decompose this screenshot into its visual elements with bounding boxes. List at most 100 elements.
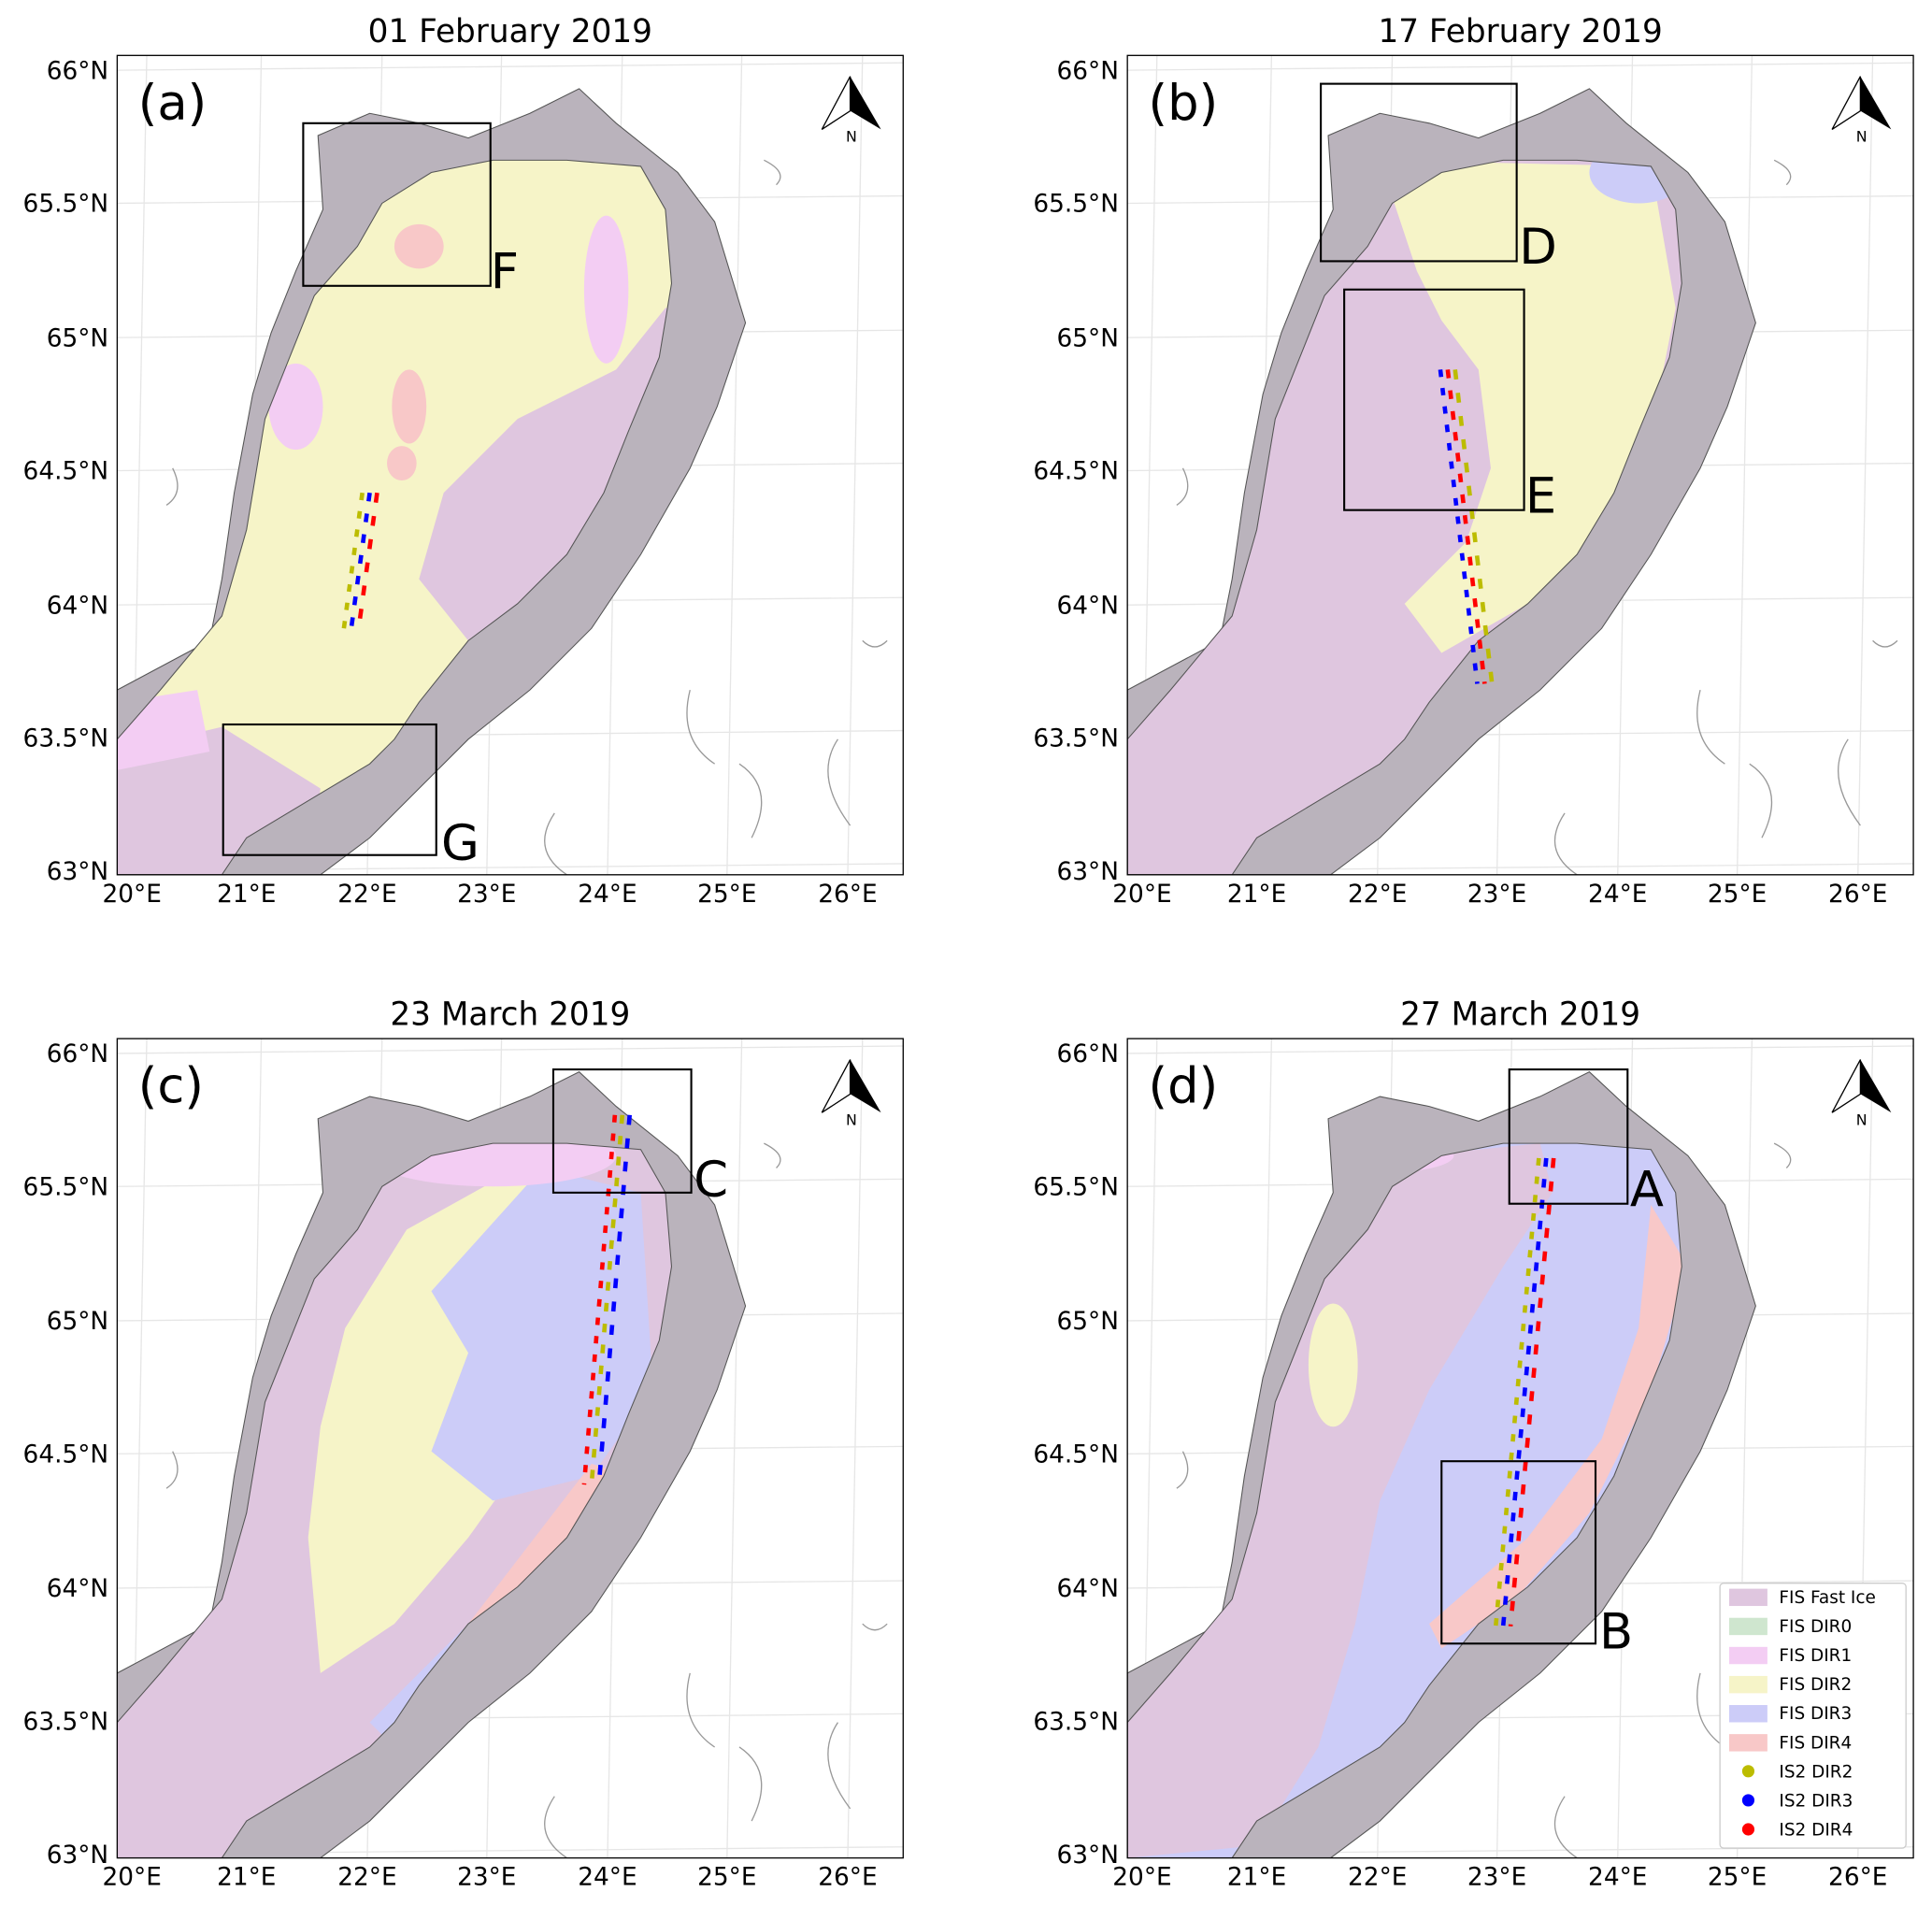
is2-track: [341, 492, 365, 629]
zoom-box: [302, 122, 492, 287]
lat-tick-label: 66°N: [1056, 57, 1118, 85]
coast-outline: [117, 159, 673, 875]
zoom-box-label: F: [491, 243, 519, 300]
lat-tick-label: 65°N: [1056, 324, 1118, 352]
legend-label: FIS DIR4: [1779, 1733, 1852, 1753]
legend-marker: [1741, 1765, 1755, 1778]
lon-tick-label: 26°E: [1828, 1864, 1887, 1892]
lon-tick-label: 21°E: [1227, 881, 1286, 909]
lon-tick-label: 23°E: [457, 881, 516, 909]
is2-track: [1500, 1157, 1549, 1627]
is2-track: [596, 1114, 632, 1485]
ice-classes: [308, 1143, 653, 1747]
graticule: [1857, 55, 1874, 875]
lat-tick-label: 65.5°N: [23, 191, 109, 219]
legend-label: FIS DIR1: [1779, 1646, 1852, 1666]
lat-tick-label: 63°N: [1056, 1842, 1118, 1870]
legend: FIS Fast Ice FIS DIR0 FIS DIR1 FIS DIR2 FIS …: [1719, 1583, 1907, 1849]
zoom-box: [1320, 82, 1518, 263]
ice-class-area: [387, 446, 417, 481]
lon-tick-label: 20°E: [1112, 881, 1171, 909]
coastline: [165, 159, 888, 875]
legend-swatch: [1729, 1675, 1767, 1694]
legend-label: IS2 DIR2: [1779, 1762, 1853, 1782]
legend-swatch: [1729, 1646, 1767, 1665]
is2-track: [1508, 1157, 1556, 1627]
lon-tick-label: 21°E: [217, 1864, 276, 1892]
zoom-box-label: G: [441, 815, 479, 872]
lat-tick-label: 66°N: [47, 1040, 108, 1068]
graticule: [726, 55, 743, 875]
map-panel: 66°N 65.5°N 65°N 64.5°N 64°N 63.5°N 63°N20°E 21…: [23, 13, 904, 909]
graticule: [117, 62, 904, 71]
coastline: [1176, 159, 1898, 875]
map-area: [117, 55, 904, 875]
legend-swatch: [1729, 1705, 1767, 1723]
lon-tick-label: 22°E: [337, 1864, 396, 1892]
map-panel: 66°N 65.5°N 65°N 64.5°N 64°N 63.5°N 63°N20°E 21…: [23, 996, 904, 1892]
lat-tick-label: 63°N: [47, 1842, 108, 1870]
plot-frame: [116, 1038, 904, 1859]
panel-title: 27 March 2019: [1400, 996, 1640, 1034]
panel-title: 23 March 2019: [390, 996, 630, 1034]
legend-marker: [1741, 1794, 1755, 1807]
coast-outline: [1127, 159, 1682, 875]
plot-frame: [1126, 54, 1914, 876]
plot-frame: [116, 54, 904, 876]
lon-tick-label: 23°E: [1467, 1864, 1526, 1892]
zoom-box-label: A: [1630, 1161, 1664, 1218]
coast-outline: [1127, 1142, 1682, 1858]
legend-label: IS2 DIR4: [1779, 1821, 1853, 1841]
ice-class-area: [431, 1168, 653, 1501]
north-label: N: [1856, 128, 1868, 146]
map-area: [1127, 55, 1914, 875]
lat-tick-label: 65°N: [47, 324, 108, 352]
coastline: [165, 1142, 888, 1858]
lon-tick-label: 26°E: [1828, 881, 1887, 909]
lon-tick-label: 24°E: [1588, 881, 1647, 909]
lon-tick-label: 26°E: [818, 881, 877, 909]
zoom-box: [1508, 1068, 1629, 1205]
legend-label: IS2 DIR3: [1779, 1792, 1853, 1812]
ice-class-area: [369, 1143, 617, 1187]
lat-tick-label: 64.5°N: [23, 1441, 109, 1469]
graticule: [847, 55, 864, 875]
lon-tick-label: 21°E: [217, 881, 276, 909]
legend-marker: [1741, 1823, 1755, 1836]
lat-tick-label: 63.5°N: [23, 1709, 109, 1737]
panel-title: 17 February 2019: [1378, 13, 1662, 50]
legend-swatch: [1729, 1617, 1767, 1636]
lat-tick-label: 64.5°N: [1033, 1441, 1119, 1469]
is2-track: [1438, 369, 1480, 684]
ice-class-area: [1429, 1205, 1682, 1649]
lat-tick-label: 63°N: [47, 858, 108, 886]
ice-class-area: [394, 223, 444, 269]
lat-tick-label: 64.5°N: [23, 458, 109, 486]
lat-tick-label: 64°N: [1056, 1575, 1118, 1603]
lat-tick-label: 64°N: [1056, 592, 1118, 620]
lon-tick-label: 22°E: [337, 881, 396, 909]
panel-title: 01 February 2019: [368, 13, 652, 50]
graticule: [117, 1045, 904, 1054]
zoom-box: [1440, 1460, 1597, 1645]
map-area: [117, 1039, 904, 1858]
lon-tick-label: 25°E: [1708, 1864, 1767, 1892]
lat-tick-label: 63°N: [1056, 858, 1118, 886]
map-panel: 66°N 65.5°N 65°N 64.5°N 64°N 63.5°N 63°N20°E 21…: [1033, 13, 1914, 909]
plot-frame: [1126, 1038, 1914, 1859]
zoom-box-label: D: [1519, 219, 1557, 276]
ice-class-area: [1127, 1143, 1553, 1858]
ice-class-area: [392, 369, 427, 444]
lat-tick-label: 64°N: [47, 1575, 108, 1603]
zoom-box: [1343, 288, 1525, 511]
ice-class-area: [268, 363, 323, 451]
panel-label: (d): [1149, 1058, 1219, 1115]
coast-outline: [117, 1142, 673, 1858]
lon-tick-label: 24°E: [1588, 1864, 1647, 1892]
lon-tick-label: 23°E: [457, 1864, 516, 1892]
legend-label: FIS Fast Ice: [1779, 1588, 1875, 1608]
graticule: [1127, 1045, 1914, 1054]
lon-tick-label: 24°E: [578, 1864, 637, 1892]
lat-tick-label: 65.5°N: [1033, 191, 1119, 219]
